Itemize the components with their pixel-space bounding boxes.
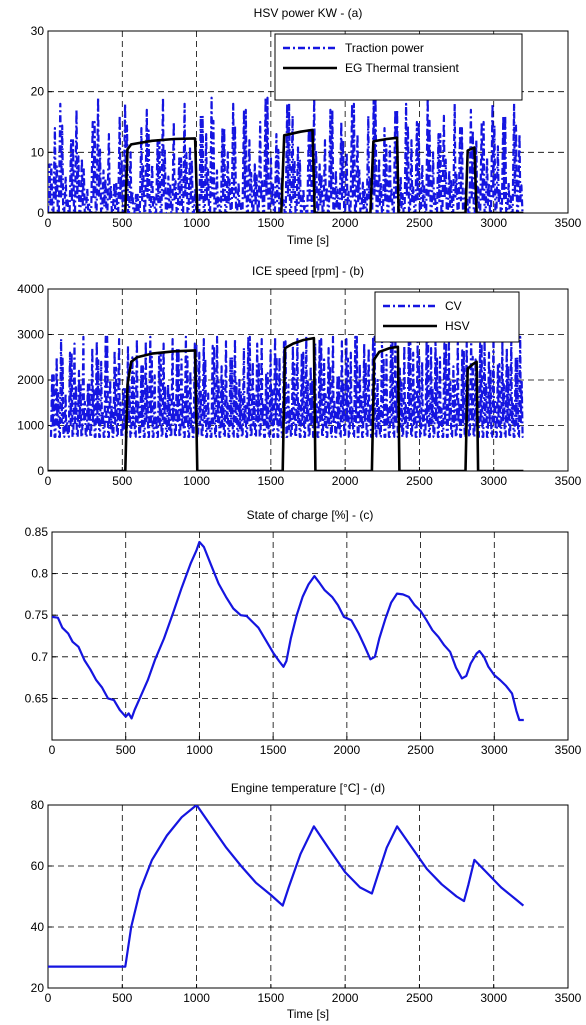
chart-panel-1: ICE speed [rpm] - (b) 0 500 1000 1500 2000 250…: [17, 264, 581, 488]
x-tick-label: 500: [116, 743, 136, 757]
series-line-0: [49, 335, 524, 438]
chart-panel-0: HSV power KW - (a) 0 500 1000 1500 2000 2500 30…: [31, 6, 582, 247]
x-tick-label: 1000: [183, 216, 210, 230]
x-tick-label: 3000: [480, 216, 507, 230]
x-tick-label: 3500: [555, 743, 582, 757]
y-tick-label: 0: [37, 464, 44, 478]
y-tick-label: 2000: [17, 373, 44, 387]
x-tick-label: 2000: [332, 216, 359, 230]
y-tick-label: 80: [31, 798, 45, 812]
x-tick-label: 1000: [186, 743, 213, 757]
x-tick-label: 3000: [480, 991, 507, 1005]
x-tick-label: 0: [45, 474, 52, 488]
y-tick-label: 20: [31, 85, 45, 99]
y-tick-label: 0.65: [25, 691, 49, 705]
series-line-0: [48, 805, 525, 968]
y-tick-label: 0.7: [31, 650, 48, 664]
x-tick-label: 2000: [334, 743, 361, 757]
y-tick-label: 0.75: [25, 608, 49, 622]
series-line-1: [48, 336, 524, 471]
chart-panel-3: Engine temperature [°C] - (d) 0 500 1000 150…: [31, 781, 582, 1021]
x-tick-label: 3000: [480, 474, 507, 488]
x-tick-label: 1000: [183, 474, 210, 488]
x-tick-label: 2500: [406, 474, 433, 488]
legend-box: [374, 291, 520, 343]
y-tick-label: 10: [31, 145, 45, 159]
y-tick-label: 4000: [17, 282, 44, 296]
x-tick-label: 1500: [260, 743, 287, 757]
y-tick-label: 0: [37, 206, 44, 220]
y-tick-label: 0.8: [31, 567, 48, 581]
x-tick-label: 2500: [406, 216, 433, 230]
x-tick-label: 1500: [258, 991, 285, 1005]
chart-title: Engine temperature [°C] - (d): [231, 781, 385, 795]
y-tick-label: 30: [31, 24, 45, 38]
chart-title: HSV power KW - (a): [254, 6, 363, 20]
x-tick-label: 3500: [555, 216, 582, 230]
chart-title: State of charge [%] - (c): [247, 508, 374, 522]
x-tick-label: 3500: [555, 474, 582, 488]
legend-label: CV: [445, 299, 462, 313]
y-tick-label: 40: [31, 920, 45, 934]
x-tick-label: 500: [112, 474, 132, 488]
x-tick-label: 3500: [555, 991, 582, 1005]
x-tick-label: 2000: [332, 991, 359, 1005]
series-line-1: [48, 128, 524, 213]
legend-label: HSV: [445, 319, 470, 333]
x-axis-label: Time [s]: [287, 233, 329, 247]
x-tick-label: 1500: [258, 216, 285, 230]
x-tick-label: 3000: [481, 743, 508, 757]
x-tick-label: 1000: [183, 991, 210, 1005]
x-tick-label: 2000: [332, 474, 359, 488]
y-tick-label: 20: [31, 981, 45, 995]
x-tick-label: 500: [112, 991, 132, 1005]
legend-label: EG Thermal transient: [345, 61, 459, 75]
y-tick-label: 3000: [17, 328, 44, 342]
x-tick-label: 0: [45, 991, 52, 1005]
y-tick-label: 60: [31, 859, 45, 873]
x-tick-label: 2500: [406, 991, 433, 1005]
x-axis-label: Time [s]: [287, 1007, 329, 1021]
x-tick-label: 0: [45, 216, 52, 230]
x-tick-label: 0: [49, 743, 56, 757]
plot-frame: [51, 531, 569, 741]
series-line-0: [52, 540, 524, 722]
y-tick-label: 1000: [17, 419, 44, 433]
x-tick-label: 1500: [258, 474, 285, 488]
x-tick-label: 500: [112, 216, 132, 230]
x-tick-label: 2500: [407, 743, 434, 757]
chart-title: ICE speed [rpm] - (b): [252, 264, 364, 278]
chart-panel-2: State of charge [%] - (c) 0 500 1000 1500 200…: [25, 508, 582, 757]
plot-frame: [47, 804, 569, 989]
legend-label: Traction power: [345, 41, 424, 55]
y-tick-label: 0.85: [25, 525, 49, 539]
